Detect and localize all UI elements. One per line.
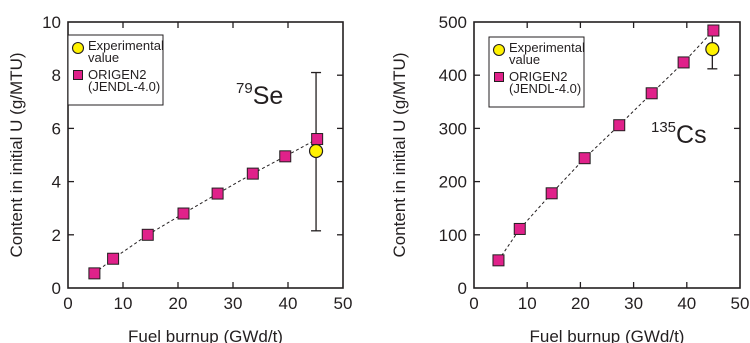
plot-frame	[67, 21, 344, 289]
isotope-label: 79Se	[236, 80, 283, 110]
calc-point	[578, 152, 591, 165]
y-tick-label: 100	[439, 226, 467, 245]
calc-point	[88, 267, 101, 280]
y-tick-label: 500	[439, 13, 467, 32]
isotope-label: 135Cs	[651, 119, 707, 149]
legend-calc-marker	[494, 72, 504, 82]
calc-trend-line	[94, 138, 318, 274]
y-tick-label: 0	[458, 279, 467, 298]
x-tick-label: 20	[571, 294, 590, 313]
chart-se79: 0 10 20 30 40 50 0 2 4 6 8 10 Fuel burnup (GWd/t) Con…	[7, 13, 352, 343]
calc-point	[707, 24, 720, 37]
y-axis-title: Content in initial U (g/MTU)	[390, 52, 409, 257]
y-tick-label: 6	[52, 119, 61, 138]
calc-point	[107, 252, 120, 265]
y-tick-label: 300	[439, 119, 467, 138]
calc-point	[645, 87, 658, 100]
calc-point	[211, 187, 224, 200]
calc-point	[513, 222, 526, 235]
legend-experimental-label: Experimental value	[509, 40, 585, 67]
x-axis-title: Fuel burnup (GWd/t)	[530, 327, 685, 343]
x-axis-title: Fuel burnup (GWd/t)	[128, 327, 283, 343]
isotope-symbol: Se	[253, 82, 284, 110]
y-tick-label: 0	[52, 279, 61, 298]
isotope-mass-number: 135	[651, 119, 676, 136]
x-tick-label: 50	[334, 294, 353, 313]
legend-experimental-marker	[492, 43, 506, 57]
legend-calc-label: ORIGEN2 (JENDL-4.0)	[509, 69, 581, 96]
legend-experimental-marker	[71, 41, 85, 55]
calc-point	[177, 207, 190, 220]
y-tick-label: 8	[52, 66, 61, 85]
x-tick-label: 40	[279, 294, 298, 313]
calc-point	[613, 119, 626, 132]
x-tick-label: 30	[224, 294, 243, 313]
y-tick-label: 10	[42, 13, 61, 32]
calc-point	[246, 167, 259, 180]
x-tick-label: 0	[63, 294, 72, 313]
calc-point	[141, 228, 154, 241]
y-tick-label: 2	[52, 226, 61, 245]
x-tick-label: 30	[624, 294, 643, 313]
isotope-mass-number: 79	[236, 80, 253, 97]
x-tick-label: 20	[169, 294, 188, 313]
isotope-symbol: Cs	[676, 121, 707, 149]
calc-point	[492, 254, 505, 267]
experimental-point	[705, 42, 720, 57]
x-tick-label: 0	[469, 294, 478, 313]
y-tick-label: 4	[52, 173, 61, 192]
x-tick-label: 40	[677, 294, 696, 313]
x-tick-label: 10	[114, 294, 133, 313]
x-tick-label: 50	[731, 294, 750, 313]
legend-experimental-label: Experimental value	[88, 38, 164, 65]
y-axis-title: Content in initial U (g/MTU)	[7, 52, 26, 257]
y-tick-label: 200	[439, 173, 467, 192]
calc-point	[311, 133, 324, 146]
calc-point	[545, 187, 558, 200]
legend-calc-label: ORIGEN2 (JENDL-4.0)	[88, 67, 160, 94]
plot-frame	[473, 21, 741, 289]
legend-calc-marker	[73, 70, 83, 80]
calc-point	[677, 56, 690, 69]
y-tick-label: 400	[439, 66, 467, 85]
experimental-point	[308, 143, 324, 159]
calc-point	[279, 150, 292, 163]
x-tick-label: 10	[518, 294, 537, 313]
